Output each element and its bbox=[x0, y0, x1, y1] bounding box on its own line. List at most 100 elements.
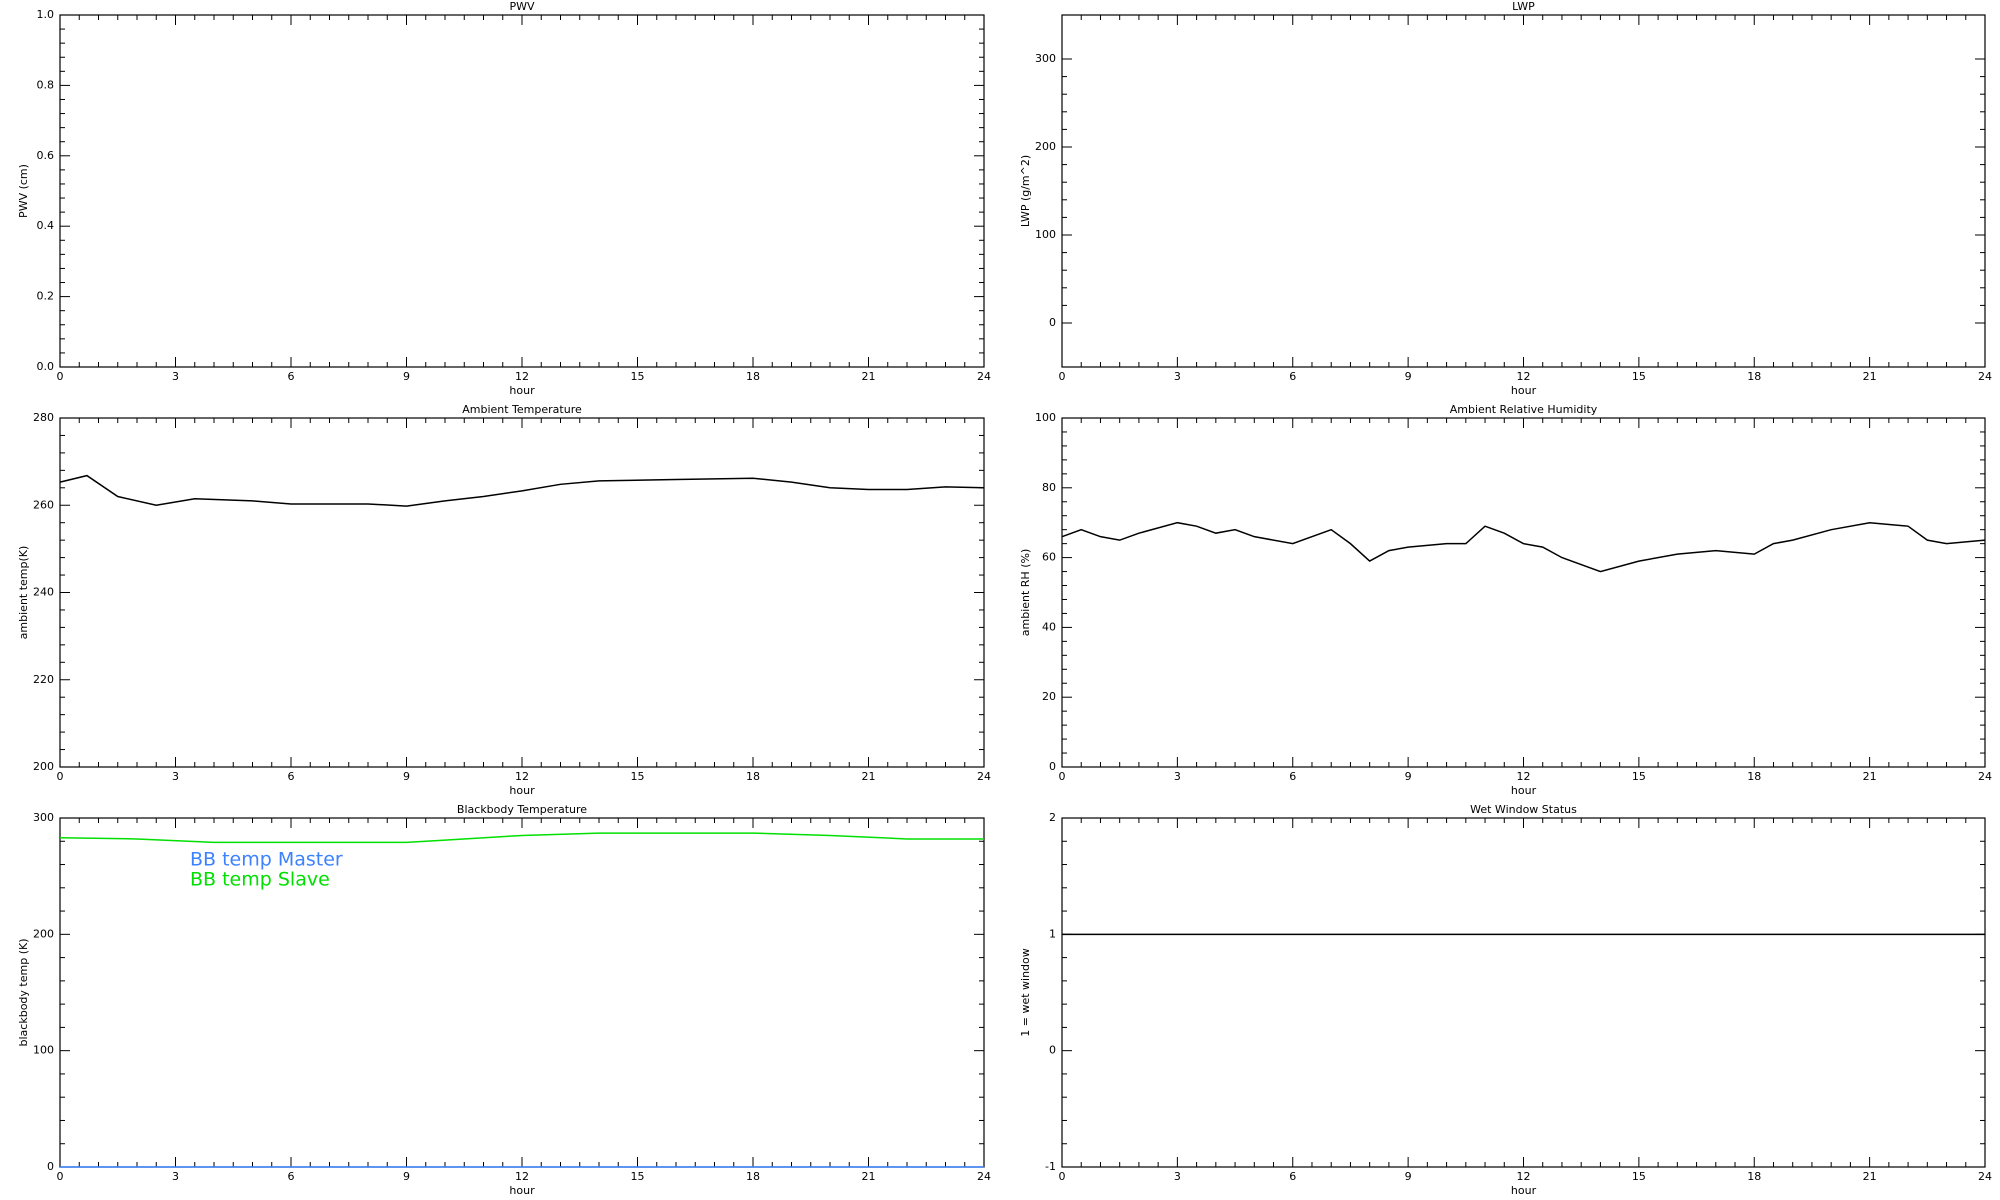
data-line bbox=[1061, 521, 1986, 573]
data-line bbox=[59, 832, 984, 844]
chart-title: Blackbody Temperature bbox=[457, 803, 587, 816]
y-tick-label: 300 bbox=[33, 811, 54, 824]
y-tick-label: 200 bbox=[33, 927, 54, 940]
x-tick-label: 12 bbox=[1517, 770, 1531, 783]
x-tick-label: 18 bbox=[1747, 1170, 1761, 1183]
x-tick-label: 18 bbox=[1747, 370, 1761, 383]
x-tick-label: 9 bbox=[403, 370, 410, 383]
x-tick-label: 12 bbox=[515, 370, 529, 383]
y-axis-label: ambient RH (%) bbox=[1019, 549, 1032, 637]
x-tick-label: 12 bbox=[1517, 1170, 1531, 1183]
plot-frame bbox=[1061, 417, 1986, 768]
y-axis-label: LWP (g/m^2) bbox=[1019, 155, 1032, 227]
y-axis-label: 1 = wet window bbox=[1019, 948, 1032, 1037]
x-tick-label: 21 bbox=[862, 770, 876, 783]
plot-frame bbox=[1061, 817, 1986, 1168]
x-tick-label: 3 bbox=[1174, 770, 1181, 783]
y-tick-label: 280 bbox=[33, 411, 54, 424]
x-tick-label: 3 bbox=[172, 770, 179, 783]
y-tick-label: 100 bbox=[33, 1044, 54, 1057]
x-tick-label: 6 bbox=[288, 370, 295, 383]
y-tick-label: 220 bbox=[33, 673, 54, 686]
legend-entry: BB temp Slave bbox=[190, 869, 330, 891]
x-tick-label: 9 bbox=[1405, 770, 1412, 783]
x-tick-label: 12 bbox=[515, 1170, 529, 1183]
y-tick-label: 260 bbox=[33, 498, 54, 511]
y-tick-label: 60 bbox=[1042, 551, 1056, 564]
x-tick-label: 24 bbox=[977, 770, 991, 783]
x-tick-label: 24 bbox=[1978, 770, 1992, 783]
y-tick-label: 80 bbox=[1042, 481, 1056, 494]
x-tick-label: 15 bbox=[631, 770, 645, 783]
y-tick-label: 0 bbox=[1049, 760, 1056, 773]
x-tick-label: 18 bbox=[746, 1170, 760, 1183]
y-tick-label: 200 bbox=[1035, 140, 1056, 153]
x-tick-label: 3 bbox=[1174, 1170, 1181, 1183]
x-tick-label: 15 bbox=[631, 370, 645, 383]
x-tick-label: 9 bbox=[1405, 1170, 1412, 1183]
x-tick-label: 21 bbox=[1863, 770, 1877, 783]
x-tick-label: 12 bbox=[1517, 370, 1531, 383]
x-axis-label: hour bbox=[509, 784, 535, 797]
x-axis-label: hour bbox=[1511, 1184, 1537, 1197]
data-line bbox=[59, 474, 985, 507]
x-tick-label: 18 bbox=[746, 370, 760, 383]
x-tick-label: 24 bbox=[977, 370, 991, 383]
y-tick-label: 0.6 bbox=[37, 149, 55, 162]
x-tick-label: 3 bbox=[172, 370, 179, 383]
x-axis-label: hour bbox=[1511, 784, 1537, 797]
y-tick-label: 300 bbox=[1035, 52, 1056, 65]
legend-entry: BB temp Master bbox=[190, 849, 343, 871]
x-tick-label: 0 bbox=[1059, 1170, 1066, 1183]
x-tick-label: 18 bbox=[746, 770, 760, 783]
plot-frame bbox=[59, 417, 985, 768]
chart-title: LWP bbox=[1512, 0, 1535, 13]
x-tick-label: 6 bbox=[1289, 770, 1296, 783]
y-axis-label: blackbody temp (K) bbox=[17, 939, 30, 1047]
x-tick-label: 0 bbox=[1059, 770, 1066, 783]
x-tick-label: 0 bbox=[57, 1170, 64, 1183]
x-tick-label: 21 bbox=[862, 1170, 876, 1183]
y-tick-label: 0.2 bbox=[37, 290, 55, 303]
plot-frame bbox=[59, 14, 985, 368]
x-tick-label: 9 bbox=[1405, 370, 1412, 383]
x-tick-label: 15 bbox=[631, 1170, 645, 1183]
x-axis-label: hour bbox=[509, 384, 535, 397]
x-tick-label: 6 bbox=[288, 770, 295, 783]
x-tick-label: 9 bbox=[403, 770, 410, 783]
y-axis-label: PWV (cm) bbox=[17, 164, 30, 218]
x-tick-label: 0 bbox=[57, 770, 64, 783]
x-tick-label: 12 bbox=[515, 770, 529, 783]
y-tick-label: 200 bbox=[33, 760, 54, 773]
y-axis-label: ambient temp(K) bbox=[17, 546, 30, 640]
y-tick-label: 0.8 bbox=[37, 78, 55, 91]
x-tick-label: 24 bbox=[1978, 370, 1992, 383]
y-tick-label: 20 bbox=[1042, 690, 1056, 703]
x-tick-label: 3 bbox=[172, 1170, 179, 1183]
x-tick-label: 21 bbox=[1863, 1170, 1877, 1183]
y-tick-label: 0 bbox=[47, 1160, 54, 1173]
x-tick-label: 3 bbox=[1174, 370, 1181, 383]
x-axis-label: hour bbox=[509, 1184, 535, 1197]
chart-title: Ambient Relative Humidity bbox=[1450, 403, 1598, 416]
y-tick-label: 2 bbox=[1049, 811, 1056, 824]
x-tick-label: 15 bbox=[1632, 1170, 1646, 1183]
x-tick-label: 6 bbox=[288, 1170, 295, 1183]
x-axis-label: hour bbox=[1511, 384, 1537, 397]
x-tick-label: 6 bbox=[1289, 1170, 1296, 1183]
x-tick-label: 15 bbox=[1632, 370, 1646, 383]
x-tick-label: 6 bbox=[1289, 370, 1296, 383]
y-tick-label: 0.0 bbox=[37, 360, 55, 373]
y-tick-label: 1.0 bbox=[37, 8, 55, 21]
y-tick-label: 1 bbox=[1049, 927, 1056, 940]
x-tick-label: 0 bbox=[57, 370, 64, 383]
y-tick-label: -1 bbox=[1045, 1160, 1056, 1173]
x-tick-label: 15 bbox=[1632, 770, 1646, 783]
x-tick-label: 21 bbox=[862, 370, 876, 383]
x-tick-label: 21 bbox=[1863, 370, 1877, 383]
chart-title: Ambient Temperature bbox=[462, 403, 582, 416]
plot-frame bbox=[1061, 14, 1986, 368]
x-tick-label: 0 bbox=[1059, 370, 1066, 383]
x-tick-label: 18 bbox=[1747, 770, 1761, 783]
